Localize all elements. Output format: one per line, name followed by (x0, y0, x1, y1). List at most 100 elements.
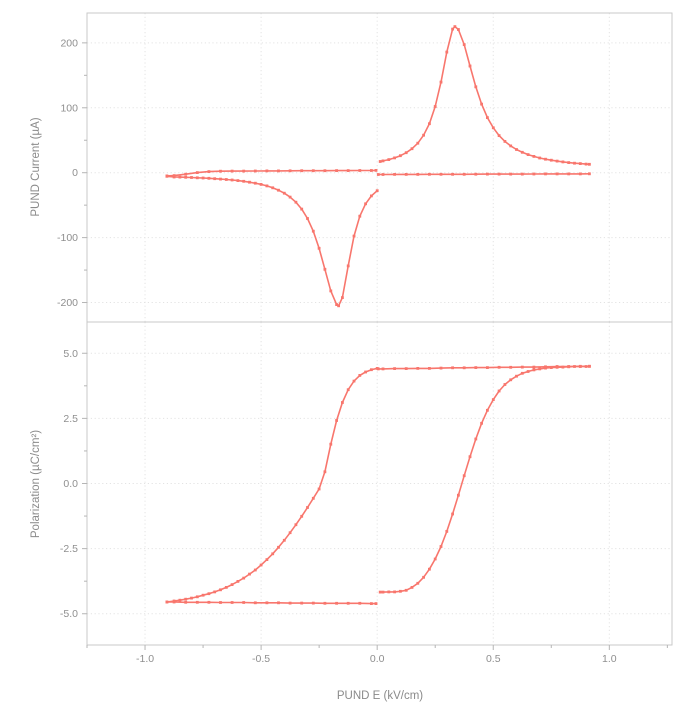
data-marker (515, 374, 518, 378)
data-marker (544, 172, 547, 176)
data-marker (520, 371, 524, 375)
data-marker (578, 172, 582, 176)
data-marker (207, 592, 211, 596)
data-marker (567, 172, 571, 176)
data-marker (393, 173, 396, 176)
data-marker (242, 169, 246, 173)
data-marker (509, 144, 513, 148)
data-marker (253, 181, 257, 185)
data-marker (213, 177, 217, 181)
data-marker (236, 580, 240, 583)
data-marker (230, 583, 234, 586)
top-y-axis: 200 100 0 -100 -200 (57, 37, 87, 309)
data-marker (468, 455, 472, 459)
data-marker (578, 162, 582, 165)
data-marker (259, 563, 263, 567)
data-marker (288, 531, 292, 535)
x-tick-label: 0.0 (370, 653, 385, 665)
data-marker (300, 514, 304, 518)
data-marker (509, 365, 513, 369)
data-marker (253, 568, 257, 572)
data-marker (451, 27, 454, 31)
data-marker (375, 189, 379, 193)
data-marker (445, 530, 449, 533)
data-marker (416, 173, 420, 176)
data-marker (358, 601, 362, 605)
data-marker (486, 408, 489, 412)
data-marker (201, 593, 205, 597)
data-marker (497, 172, 501, 176)
data-marker (352, 234, 356, 238)
data-marker (497, 134, 501, 137)
data-marker (306, 217, 309, 220)
data-marker (532, 155, 536, 158)
data-marker (224, 178, 228, 181)
data-marker (480, 102, 483, 106)
data-marker (433, 557, 437, 561)
data-marker (323, 267, 327, 271)
data-marker (253, 601, 257, 605)
data-marker (532, 368, 536, 372)
data-marker (224, 586, 228, 589)
data-marker (462, 172, 466, 176)
data-marker (184, 172, 188, 176)
data-marker (555, 365, 559, 368)
data-marker (503, 140, 507, 143)
data-marker (294, 523, 298, 527)
data-marker (422, 133, 425, 137)
data-marker (578, 364, 582, 368)
data-marker (428, 172, 431, 176)
x-tick-label: 0.5 (486, 653, 501, 665)
data-marker (422, 575, 425, 579)
data-marker (300, 601, 304, 605)
data-marker (242, 601, 246, 604)
data-marker (387, 590, 391, 594)
bottom-gridlines (87, 322, 672, 645)
data-marker (381, 159, 385, 163)
data-marker (439, 366, 443, 370)
data-marker (376, 173, 380, 176)
data-marker (190, 176, 193, 179)
data-marker (288, 169, 292, 173)
data-marker (428, 567, 431, 571)
data-marker (374, 169, 378, 172)
data-marker (358, 374, 362, 377)
data-marker (526, 153, 530, 156)
data-marker (399, 589, 402, 593)
data-marker (311, 601, 315, 605)
data-marker (323, 601, 327, 605)
y-tick-label: -100 (57, 232, 78, 244)
y-tick-label: 0.0 (63, 478, 78, 490)
data-marker (323, 470, 327, 474)
y-tick-label: -2.5 (60, 543, 78, 555)
data-marker (195, 176, 199, 180)
data-marker (358, 214, 362, 218)
data-marker (399, 154, 402, 158)
data-marker (236, 179, 240, 182)
data-marker (277, 601, 280, 605)
y-tick-label: 2.5 (63, 413, 78, 425)
data-marker (457, 28, 460, 31)
data-marker (573, 161, 576, 165)
data-marker (370, 602, 373, 605)
data-marker (445, 50, 449, 54)
data-marker (416, 581, 420, 585)
data-marker (346, 169, 350, 172)
data-marker (520, 150, 524, 154)
data-marker (381, 367, 385, 371)
data-marker (474, 366, 478, 369)
data-marker (282, 191, 286, 195)
data-marker (335, 169, 338, 172)
data-marker (453, 25, 457, 28)
data-marker (178, 598, 182, 602)
data-marker (253, 169, 257, 173)
data-marker (242, 576, 246, 580)
data-marker (503, 383, 507, 386)
data-marker (288, 195, 292, 199)
data-marker (259, 183, 263, 186)
data-marker (462, 43, 466, 46)
data-marker (474, 85, 478, 89)
data-marker (219, 169, 222, 173)
x-tick-label: -0.5 (252, 653, 270, 665)
series-line (166, 367, 378, 603)
